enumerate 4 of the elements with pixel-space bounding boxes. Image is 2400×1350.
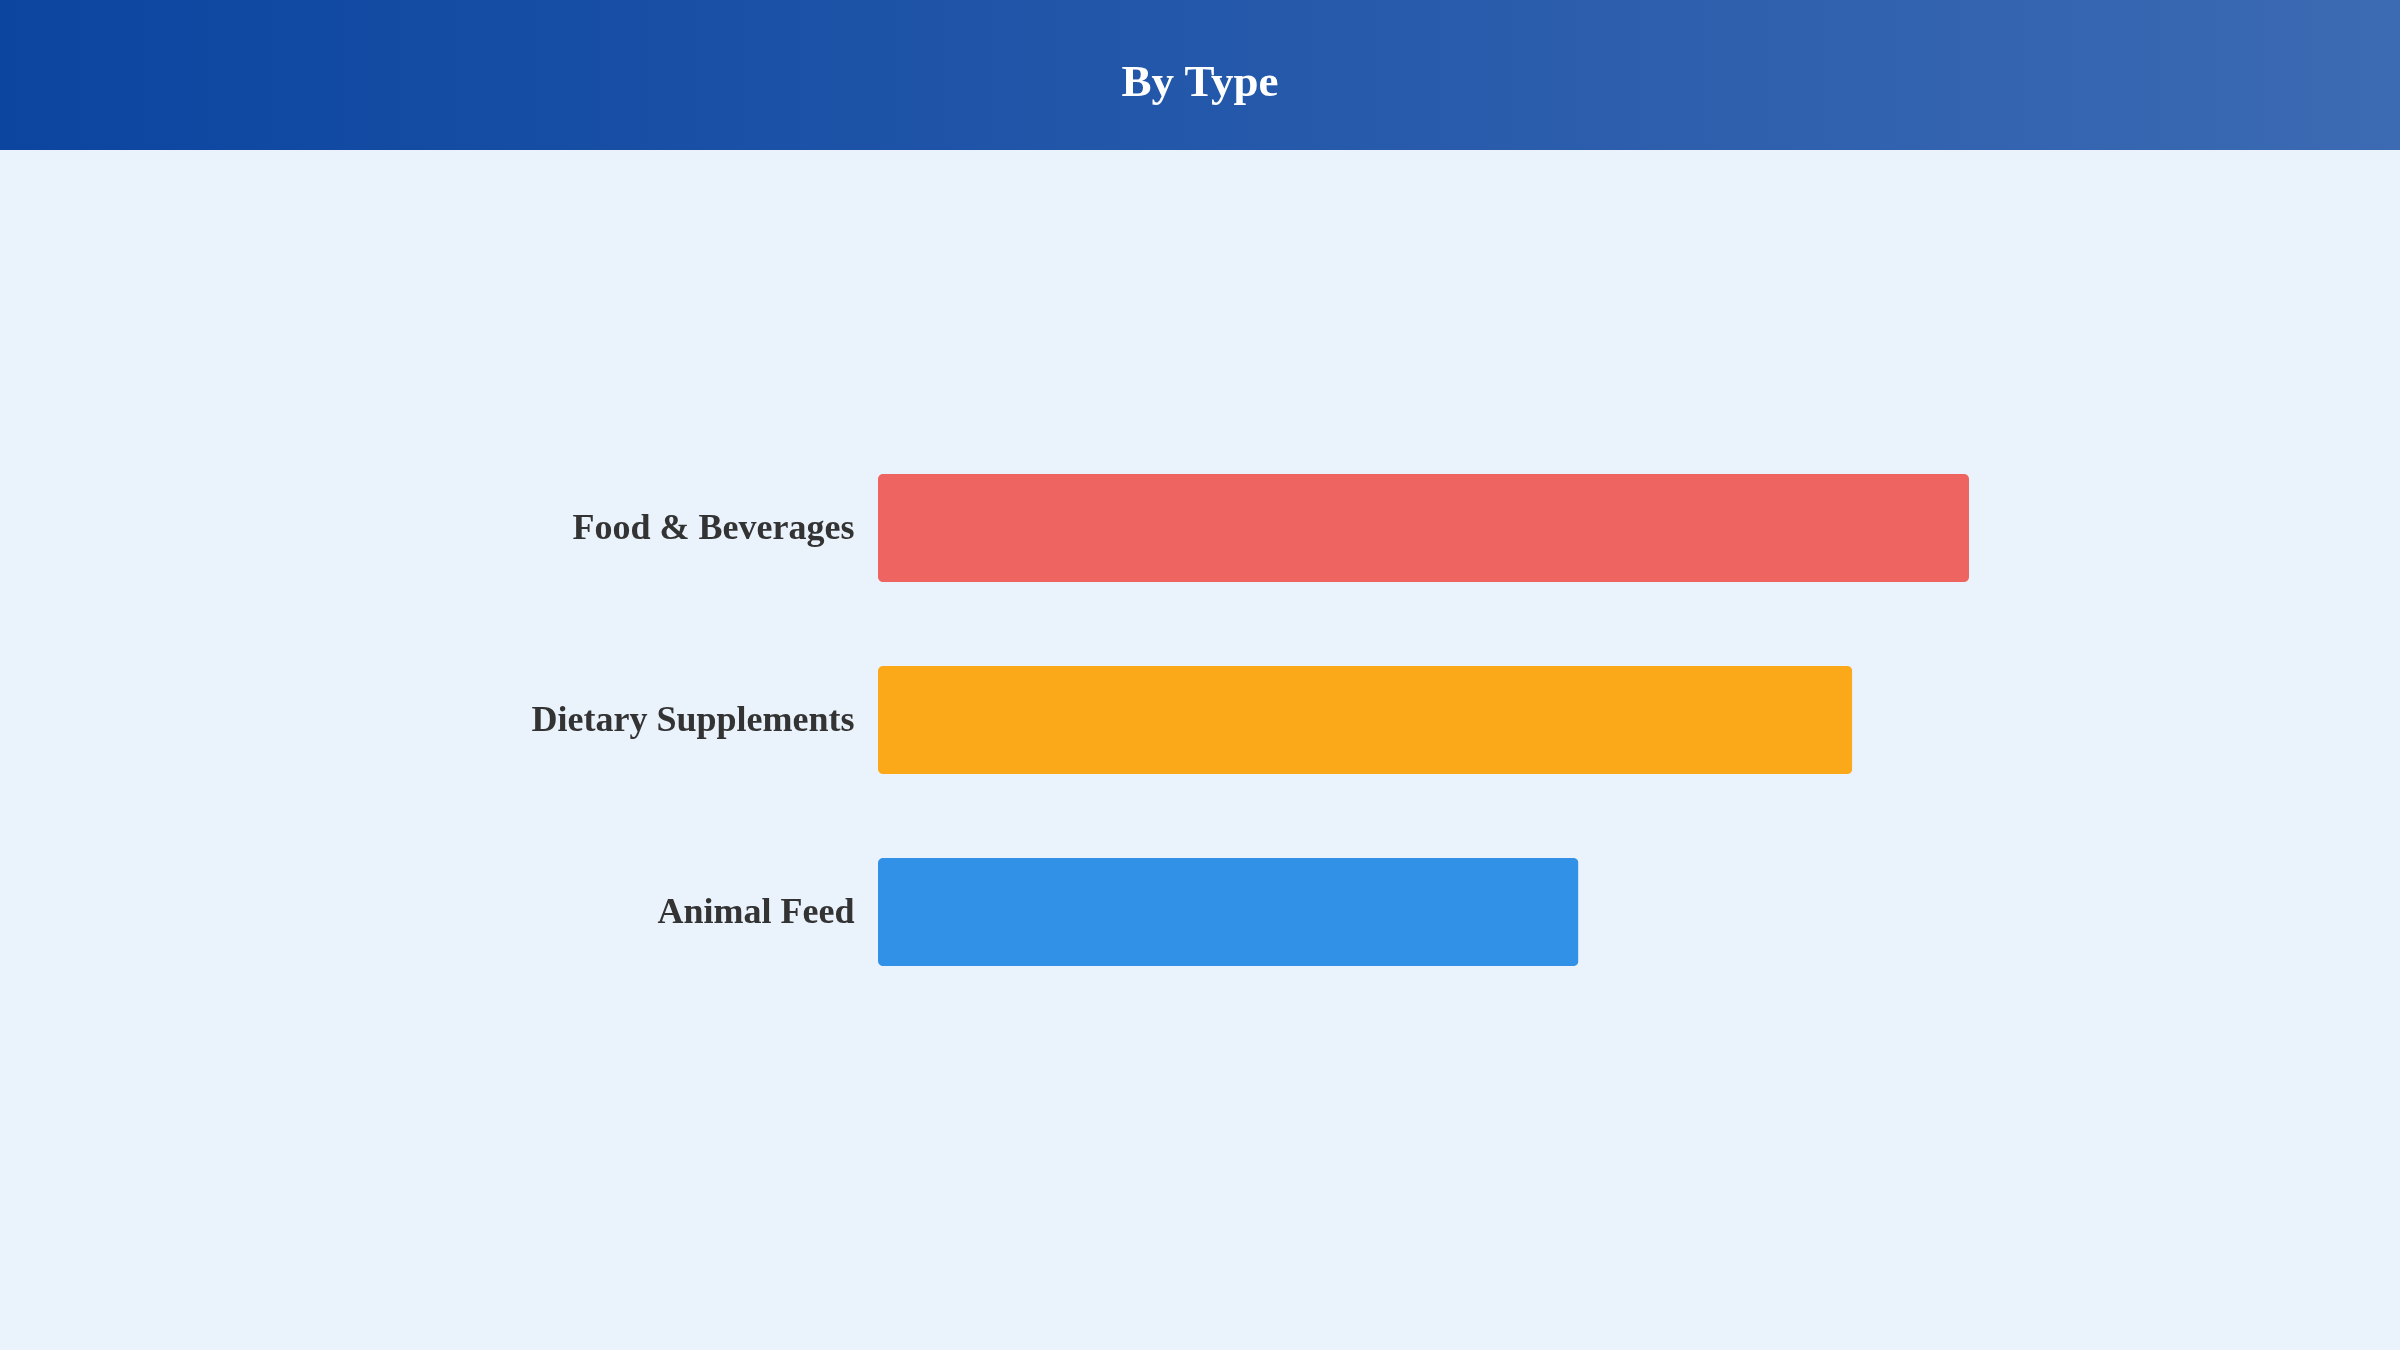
y-tick-label: Dietary Supplements: [531, 699, 855, 739]
y-tick-label: Animal Feed: [657, 891, 855, 931]
chart-title: By Type: [1121, 56, 1279, 106]
y-tick-label: Food & Beverages: [572, 507, 855, 547]
